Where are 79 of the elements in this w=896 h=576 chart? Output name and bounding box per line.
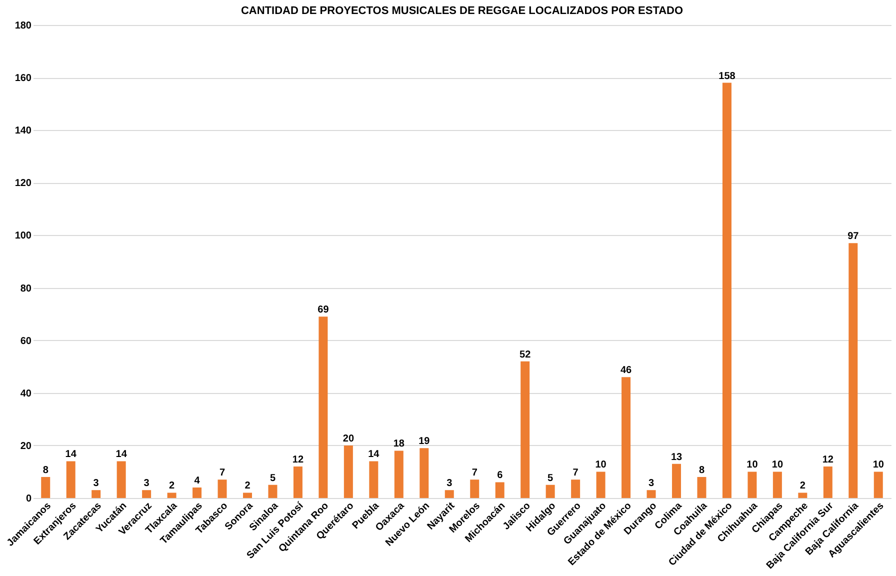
- chart-title: CANTIDAD DE PROYECTOS MUSICALES DE REGGAE LOCALIZADOS POR ESTADO: [240, 5, 684, 17]
- bar: [293, 466, 302, 498]
- bar: [697, 476, 706, 498]
- y-tick-label: 60: [20, 336, 32, 347]
- bar: [116, 461, 126, 498]
- bar: [823, 466, 832, 498]
- data-label: 2: [800, 480, 806, 492]
- data-label: 7: [472, 468, 478, 479]
- data-label: 5: [270, 472, 276, 484]
- bar: [772, 472, 782, 498]
- bar: [66, 461, 76, 498]
- y-tick-label: 40: [20, 388, 32, 400]
- data-label: 10: [746, 460, 758, 471]
- y-tick-label: 80: [20, 283, 32, 294]
- y-tick-label: 160: [14, 73, 32, 84]
- bar: [874, 472, 883, 498]
- bar: [646, 490, 656, 498]
- bar: [318, 316, 328, 498]
- bar: [369, 461, 378, 498]
- y-tick-label: 100: [14, 230, 32, 242]
- y-tick-label: 180: [14, 20, 32, 32]
- bar: [444, 490, 454, 498]
- data-label: 12: [822, 454, 834, 466]
- data-label: 14: [368, 449, 380, 460]
- data-label: 2: [169, 480, 176, 492]
- bar: [520, 361, 530, 498]
- bar: [420, 448, 429, 498]
- data-label: 14: [65, 449, 77, 460]
- data-label: 10: [772, 460, 784, 471]
- y-tick-label: 0: [26, 494, 32, 504]
- data-label: 69: [318, 304, 330, 316]
- y-tick-label: 140: [14, 126, 32, 137]
- bar: [672, 464, 681, 498]
- bar: [596, 472, 606, 498]
- bar: [268, 484, 278, 498]
- data-label: 8: [698, 464, 705, 476]
- data-label: 10: [595, 460, 607, 471]
- bar: [622, 377, 631, 498]
- data-label: 4: [194, 475, 200, 486]
- bar: [243, 492, 252, 498]
- y-tick-label: 20: [20, 440, 32, 452]
- data-label: 3: [144, 478, 150, 490]
- data-label: 46: [620, 365, 632, 376]
- bar: [92, 490, 101, 498]
- bar: [344, 445, 353, 498]
- data-label: 19: [418, 436, 430, 448]
- data-label: 8: [42, 464, 49, 476]
- data-label: 5: [548, 472, 554, 484]
- data-label: 14: [116, 449, 128, 460]
- bar: [218, 480, 227, 498]
- bar: [470, 480, 480, 498]
- data-label: 10: [872, 460, 884, 471]
- bar: [41, 476, 50, 498]
- bar: [394, 450, 404, 498]
- data-label: 6: [497, 470, 504, 482]
- data-label: 158: [718, 70, 736, 82]
- data-label: 3: [446, 478, 453, 490]
- bar: [495, 482, 504, 498]
- data-label: 52: [520, 349, 532, 360]
- data-label: 3: [93, 478, 100, 490]
- bar: [571, 480, 580, 498]
- data-label: 7: [219, 468, 226, 479]
- data-label: 7: [572, 468, 579, 479]
- bar: [748, 472, 757, 498]
- data-label: 2: [244, 480, 251, 492]
- bar: [142, 490, 152, 498]
- data-label: 20: [342, 433, 354, 444]
- bar: [798, 492, 808, 498]
- y-tick-label: 120: [14, 178, 32, 190]
- bar: [848, 243, 858, 498]
- bar: [167, 492, 176, 498]
- data-label: 18: [393, 438, 405, 450]
- data-label: 12: [292, 454, 304, 466]
- data-label: 13: [670, 452, 682, 463]
- bar: [722, 82, 732, 498]
- data-label: 3: [648, 478, 654, 490]
- data-label: 97: [848, 231, 860, 242]
- bar: [192, 487, 202, 498]
- bar: [546, 484, 555, 498]
